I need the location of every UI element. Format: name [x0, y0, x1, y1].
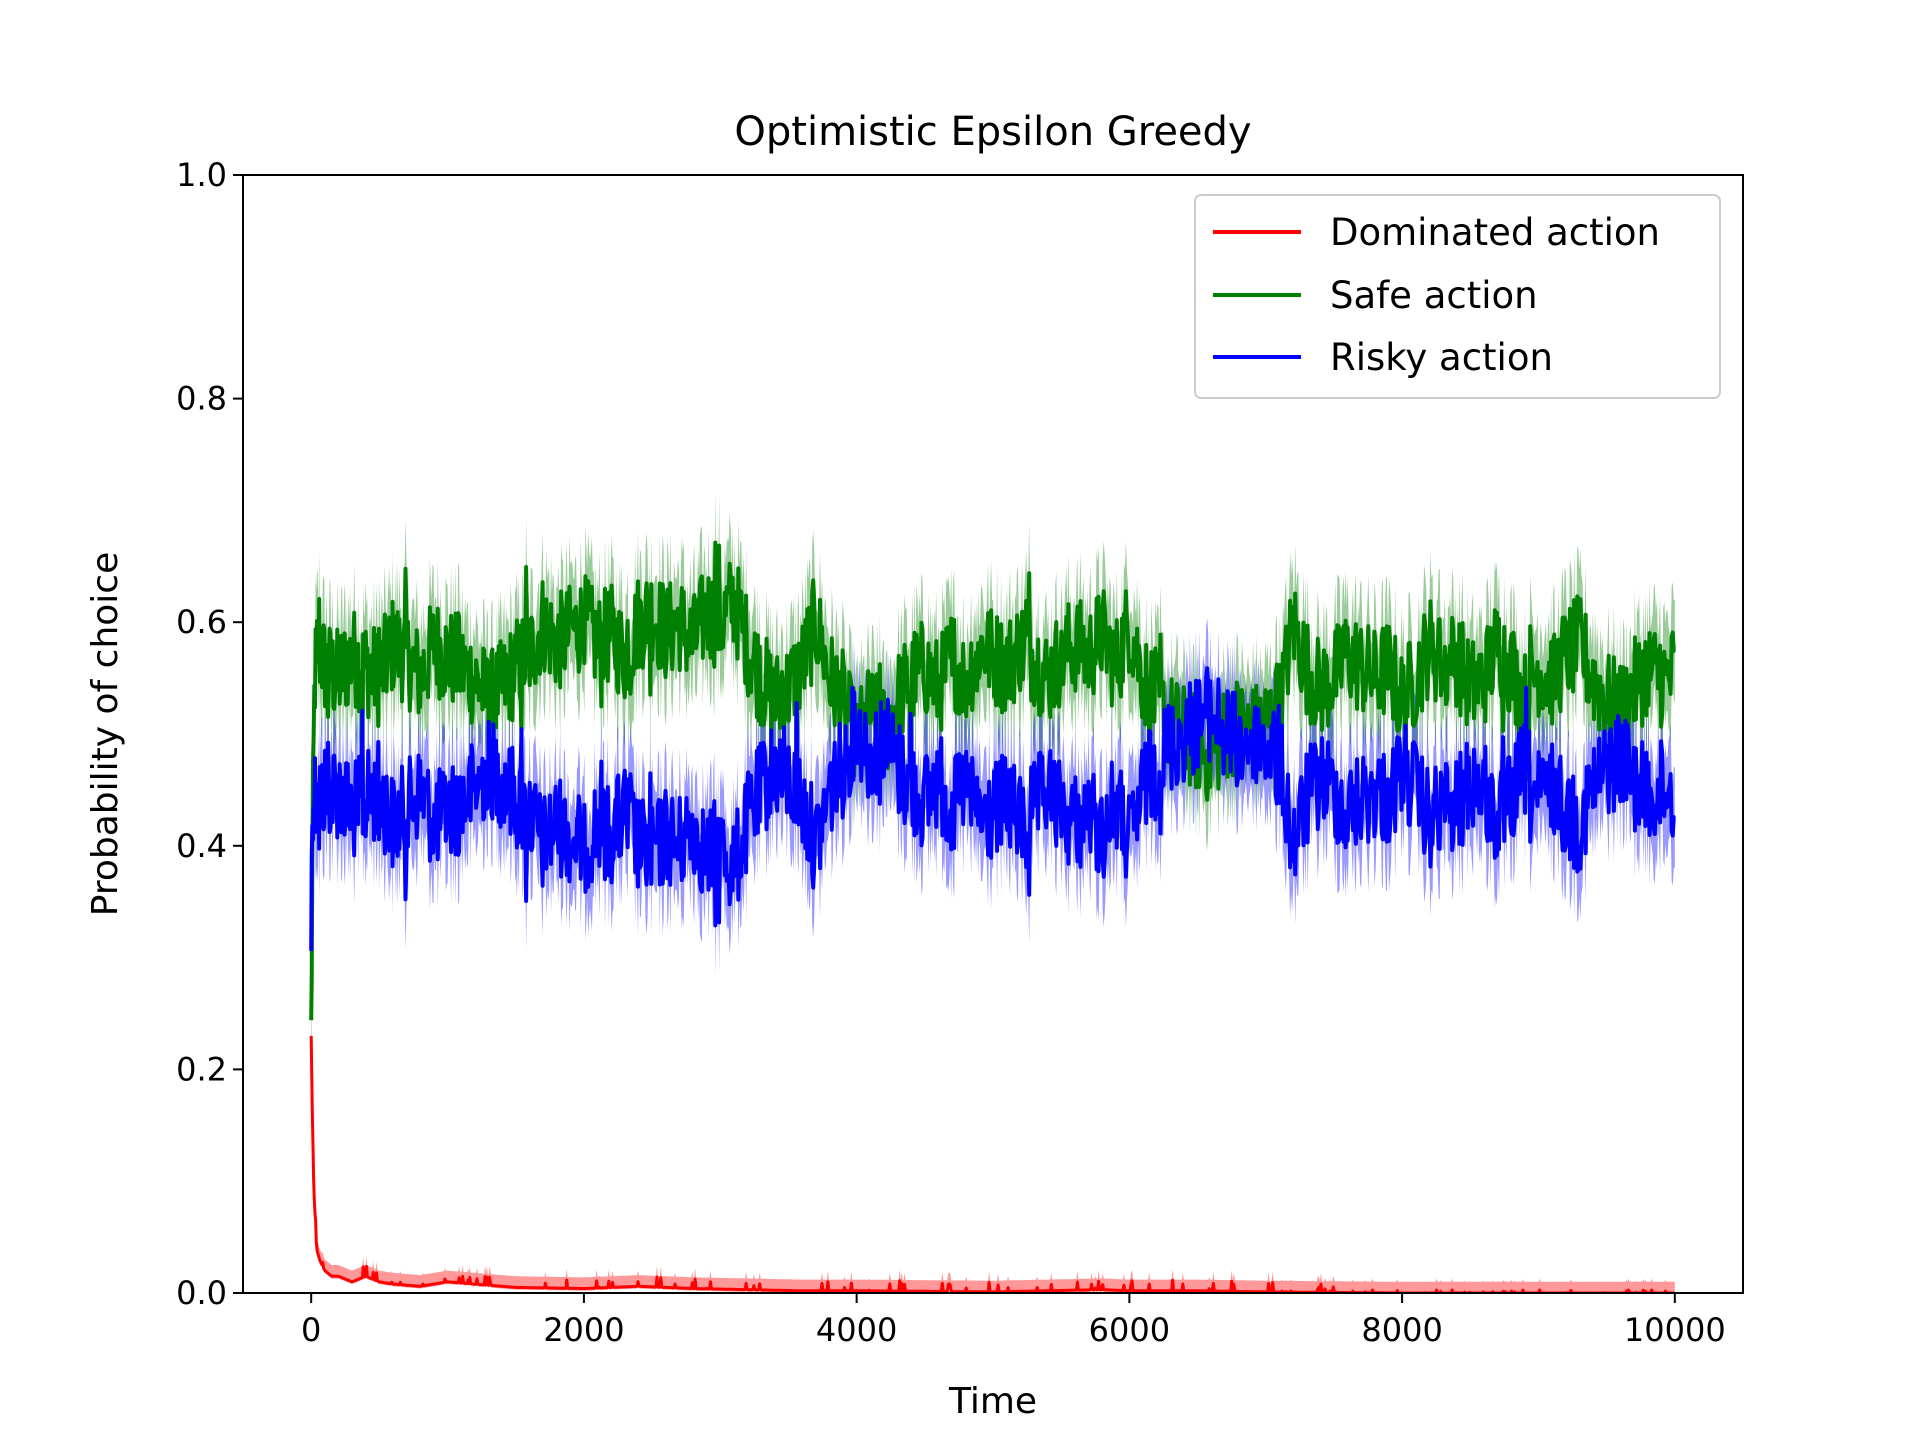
- x-tick-label: 6000: [1089, 1311, 1170, 1349]
- legend-box: [1194, 194, 1721, 399]
- x-axis: 0 2000 4000 6000 8000 10000: [301, 1293, 1726, 1349]
- line-safe-action: [309, 540, 1676, 1021]
- y-tick-label: 1.0: [176, 156, 227, 194]
- x-tick-label: 2000: [543, 1311, 624, 1349]
- y-tick-label: 0.8: [176, 380, 227, 418]
- legend: Dominated action Safe action Risky actio…: [1194, 194, 1721, 399]
- x-tick-label: 4000: [816, 1311, 897, 1349]
- x-tick-label: 10000: [1624, 1311, 1726, 1349]
- legend-label-safe: Safe action: [1330, 274, 1538, 317]
- x-axis-label: Time: [948, 1381, 1037, 1422]
- y-tick-label: 0.0: [176, 1274, 227, 1312]
- line-dominated-action: [309, 1035, 1676, 1293]
- x-tick-label: 0: [301, 1311, 321, 1349]
- y-tick-label: 0.4: [176, 827, 227, 865]
- y-axis: 0.0 0.2 0.4 0.6 0.8 1.0: [176, 156, 243, 1312]
- y-tick-label: 0.2: [176, 1050, 227, 1088]
- legend-label-dominated: Dominated action: [1330, 211, 1660, 254]
- plot-area: [309, 492, 1676, 1293]
- chart-title: Optimistic Epsilon Greedy: [734, 109, 1251, 155]
- y-tick-label: 0.6: [176, 603, 227, 641]
- legend-label-risky: Risky action: [1330, 336, 1553, 379]
- x-tick-label: 8000: [1361, 1311, 1442, 1349]
- y-axis-label: Probability of choice: [85, 552, 126, 916]
- series-lines: [309, 540, 1676, 1293]
- axes-frame: [242, 174, 1744, 1294]
- line-risky-action: [309, 666, 1676, 951]
